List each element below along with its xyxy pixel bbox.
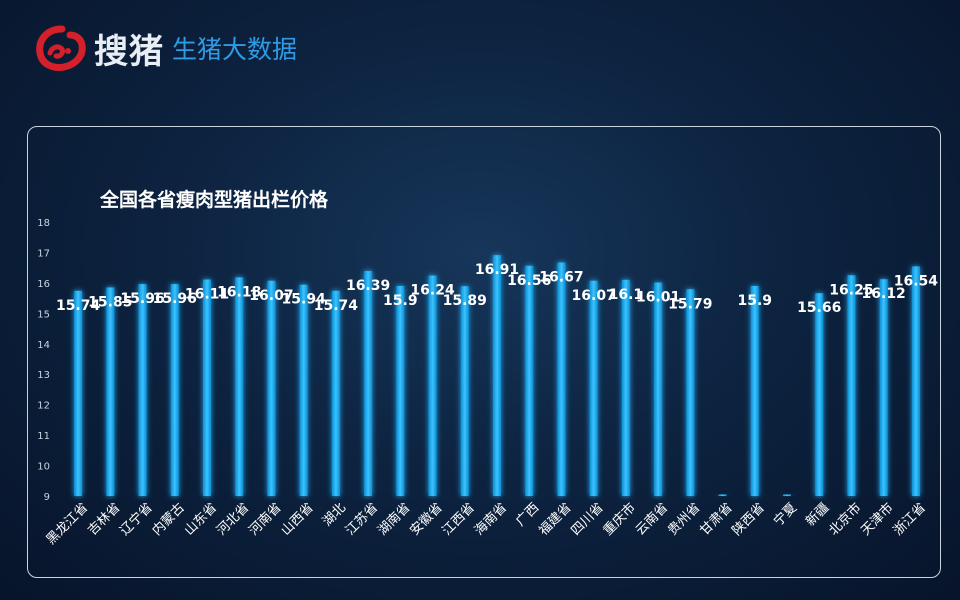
y-tick-label: 18 — [37, 218, 50, 229]
y-tick-label: 16 — [37, 279, 50, 290]
data-label: 16.67 — [539, 269, 583, 285]
chart-panel — [27, 126, 941, 578]
y-tick-label: 15 — [37, 309, 50, 320]
data-label: 15.89 — [443, 293, 487, 309]
bar — [138, 284, 147, 496]
data-label: 15.79 — [668, 296, 712, 312]
bar — [783, 494, 791, 496]
data-label: 16.11 — [185, 287, 229, 303]
data-label: 16.25 — [829, 282, 873, 298]
x-tick-label: 贵州省 — [665, 500, 703, 538]
data-label: 16.91 — [475, 262, 519, 278]
bar — [106, 287, 115, 496]
pig-logo-icon — [36, 25, 86, 71]
bar — [525, 265, 534, 496]
data-label: 15.74 — [314, 298, 359, 314]
x-tick-label: 浙江省 — [891, 500, 929, 538]
x-tick-label: 福建省 — [536, 500, 574, 538]
x-tick-label: 山东省 — [182, 500, 220, 538]
data-label: 16.07 — [572, 288, 616, 304]
bar — [589, 280, 598, 496]
x-tick-label: 陕西省 — [730, 500, 768, 538]
bar — [815, 293, 824, 496]
data-label: 16.54 — [894, 273, 939, 289]
x-tick-label: 云南省 — [632, 500, 671, 539]
bar — [396, 285, 405, 496]
x-tick-label: 河北省 — [214, 500, 252, 538]
x-tick-label: 黑龙江省 — [44, 500, 91, 547]
data-label: 16.1 — [609, 287, 644, 303]
x-tick-label: 江苏省 — [342, 500, 381, 539]
x-tick-label: 内蒙古 — [149, 500, 188, 539]
y-tick-label: 13 — [37, 370, 50, 381]
bar — [428, 275, 437, 496]
bar — [750, 285, 759, 496]
y-tick-label: 10 — [37, 462, 50, 473]
bar — [299, 284, 308, 496]
x-tick-label: 吉林省 — [85, 500, 123, 538]
bar — [621, 279, 630, 496]
x-tick-label: 河南省 — [246, 500, 285, 539]
x-tick-label: 四川省 — [569, 500, 607, 538]
data-label: 15.96 — [153, 291, 197, 307]
bar — [718, 494, 727, 496]
data-label: 16.07 — [249, 288, 293, 304]
y-tick-label: 9 — [44, 492, 50, 503]
y-tick-label: 12 — [37, 401, 50, 412]
data-label: 15.94 — [282, 292, 327, 308]
bar — [654, 282, 663, 496]
data-label: 15.74 — [56, 298, 101, 314]
x-tick-label: 湖南省 — [374, 500, 413, 539]
data-label: 15.96 — [120, 291, 164, 307]
x-tick-label: 甘肃省 — [697, 500, 735, 538]
bar — [235, 277, 244, 496]
x-tick-label: 山西省 — [279, 500, 317, 538]
data-label: 15.9 — [738, 293, 773, 309]
data-label: 16.01 — [636, 290, 680, 306]
x-tick-label: 江西省 — [440, 500, 478, 538]
bar — [460, 286, 469, 496]
bar — [847, 275, 856, 496]
x-tick-label: 安徽省 — [407, 500, 445, 538]
bar — [879, 279, 888, 496]
x-tick-label: 宁夏 — [770, 500, 800, 530]
data-label: 16.56 — [507, 273, 551, 289]
header: 搜猪 生猪大数据 — [34, 22, 297, 74]
bar — [170, 284, 179, 496]
y-tick-label: 14 — [37, 340, 50, 351]
data-label: 16.12 — [862, 286, 906, 302]
bar — [557, 262, 566, 496]
bar — [493, 255, 501, 496]
bar — [686, 289, 695, 496]
data-label: 16.18 — [217, 284, 261, 300]
data-label: 15.85 — [88, 294, 132, 310]
bar — [331, 290, 340, 496]
x-tick-label: 重庆市 — [600, 500, 639, 539]
chart-title: 全国各省瘦肉型猪出栏价格 — [100, 189, 329, 211]
bar — [74, 290, 83, 496]
brand-name: 搜猪 — [94, 31, 164, 72]
x-tick-label: 新疆 — [803, 500, 833, 530]
bar — [364, 271, 373, 496]
data-label: 15.66 — [797, 300, 841, 316]
bar — [267, 280, 276, 496]
x-tick-label: 辽宁省 — [117, 500, 156, 539]
bar — [911, 266, 920, 496]
data-label: 15.9 — [383, 293, 418, 309]
y-tick-label: 11 — [37, 431, 50, 442]
data-label: 16.39 — [346, 278, 390, 294]
data-label: 16.24 — [410, 283, 455, 299]
brand-subtitle: 生猪大数据 — [172, 35, 298, 64]
x-tick-label: 海南省 — [471, 500, 510, 539]
x-tick-label: 北京市 — [826, 500, 865, 539]
y-tick-label: 17 — [37, 248, 50, 259]
x-tick-label: 天津市 — [858, 500, 897, 539]
bar — [203, 279, 211, 496]
